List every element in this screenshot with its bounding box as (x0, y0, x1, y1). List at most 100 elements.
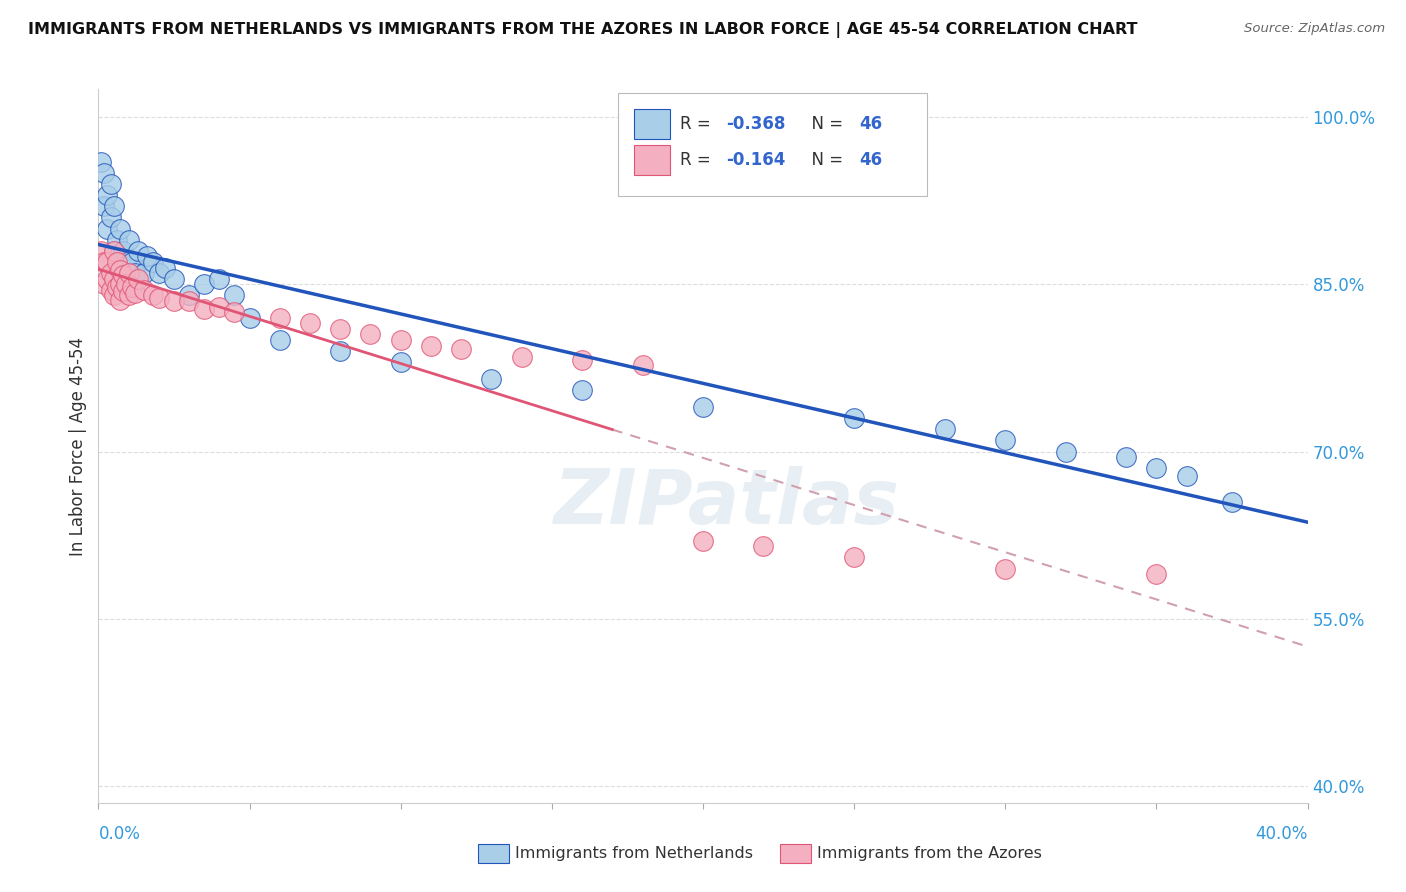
Point (111, 268, 134, 283)
Point (114, 277, 136, 292)
Point (142, 288, 165, 302)
Point (752, 539, 775, 553)
Point (208, 271, 231, 285)
Point (481, 372, 503, 386)
Point (132, 283, 155, 297)
Point (118, 233, 141, 247)
Text: ZIPatlas: ZIPatlas (554, 467, 900, 540)
Point (224, 288, 246, 302)
Point (510, 350, 533, 364)
Point (118, 288, 141, 302)
Point (111, 266, 134, 280)
Point (142, 255, 165, 269)
Point (93, 277, 115, 292)
Point (103, 288, 125, 302)
Point (108, 262, 131, 277)
Point (103, 199, 125, 213)
Point (1144, 461, 1167, 475)
Text: Immigrants from Netherlands: Immigrants from Netherlands (515, 847, 752, 861)
Point (103, 244, 125, 258)
FancyBboxPatch shape (619, 93, 927, 196)
Point (124, 266, 146, 280)
Point (844, 550, 866, 565)
Text: R =: R = (681, 151, 716, 169)
Point (224, 305, 246, 319)
Point (96, 255, 118, 269)
Point (360, 327, 382, 342)
Point (329, 322, 352, 336)
Point (121, 279, 143, 293)
Point (135, 249, 157, 263)
Y-axis label: In Labor Force | Age 45-54: In Labor Force | Age 45-54 (69, 336, 87, 556)
Point (934, 422, 956, 436)
Point (1115, 450, 1137, 465)
Point (103, 271, 125, 285)
Point (100, 211, 122, 225)
FancyBboxPatch shape (634, 109, 671, 139)
Point (105, 233, 128, 247)
Text: R =: R = (681, 115, 716, 133)
Point (100, 266, 122, 280)
Point (208, 300, 231, 314)
Point (239, 310, 262, 325)
Point (148, 291, 170, 305)
Point (389, 333, 412, 347)
Point (90, 244, 112, 258)
Point (844, 411, 866, 425)
Point (163, 293, 186, 308)
Point (193, 277, 215, 292)
Point (692, 533, 714, 548)
Point (571, 353, 593, 368)
Point (631, 358, 654, 372)
Point (299, 316, 322, 330)
Point (100, 283, 122, 297)
Text: 46: 46 (859, 115, 882, 133)
Point (132, 266, 155, 280)
Point (163, 271, 186, 285)
Text: -0.164: -0.164 (725, 151, 786, 169)
Point (105, 255, 128, 269)
Text: -0.368: -0.368 (725, 115, 786, 133)
Point (179, 293, 201, 308)
Point (108, 293, 131, 307)
FancyBboxPatch shape (634, 145, 671, 175)
Point (105, 279, 128, 293)
Point (1175, 469, 1198, 483)
Point (124, 286, 146, 301)
Point (420, 338, 443, 352)
Point (179, 288, 201, 302)
Point (96, 271, 118, 285)
Point (96, 221, 118, 235)
Point (108, 221, 131, 235)
Point (389, 355, 412, 369)
Point (1220, 494, 1243, 508)
Point (269, 310, 291, 325)
Text: IMMIGRANTS FROM NETHERLANDS VS IMMIGRANTS FROM THE AZORES IN LABOR FORCE | AGE 4: IMMIGRANTS FROM NETHERLANDS VS IMMIGRANT… (28, 22, 1137, 38)
Point (114, 255, 136, 269)
Point (1144, 567, 1167, 582)
Point (692, 400, 714, 414)
Point (100, 177, 122, 191)
Text: 0.0%: 0.0% (98, 825, 141, 843)
Point (118, 266, 141, 280)
Point (93, 166, 115, 180)
Point (994, 562, 1017, 576)
Point (103, 244, 125, 258)
Point (108, 277, 131, 292)
Point (1054, 444, 1077, 458)
Point (127, 244, 149, 258)
Text: N =: N = (801, 151, 848, 169)
Text: N =: N = (801, 115, 848, 133)
Point (329, 344, 352, 359)
Point (153, 260, 176, 275)
Point (193, 301, 215, 316)
Point (148, 266, 170, 280)
Point (111, 244, 134, 258)
Point (127, 271, 149, 285)
Point (450, 342, 472, 356)
Point (118, 266, 141, 280)
Point (571, 384, 593, 398)
Text: 46: 46 (859, 151, 882, 169)
Point (90, 154, 112, 169)
Point (121, 255, 143, 269)
